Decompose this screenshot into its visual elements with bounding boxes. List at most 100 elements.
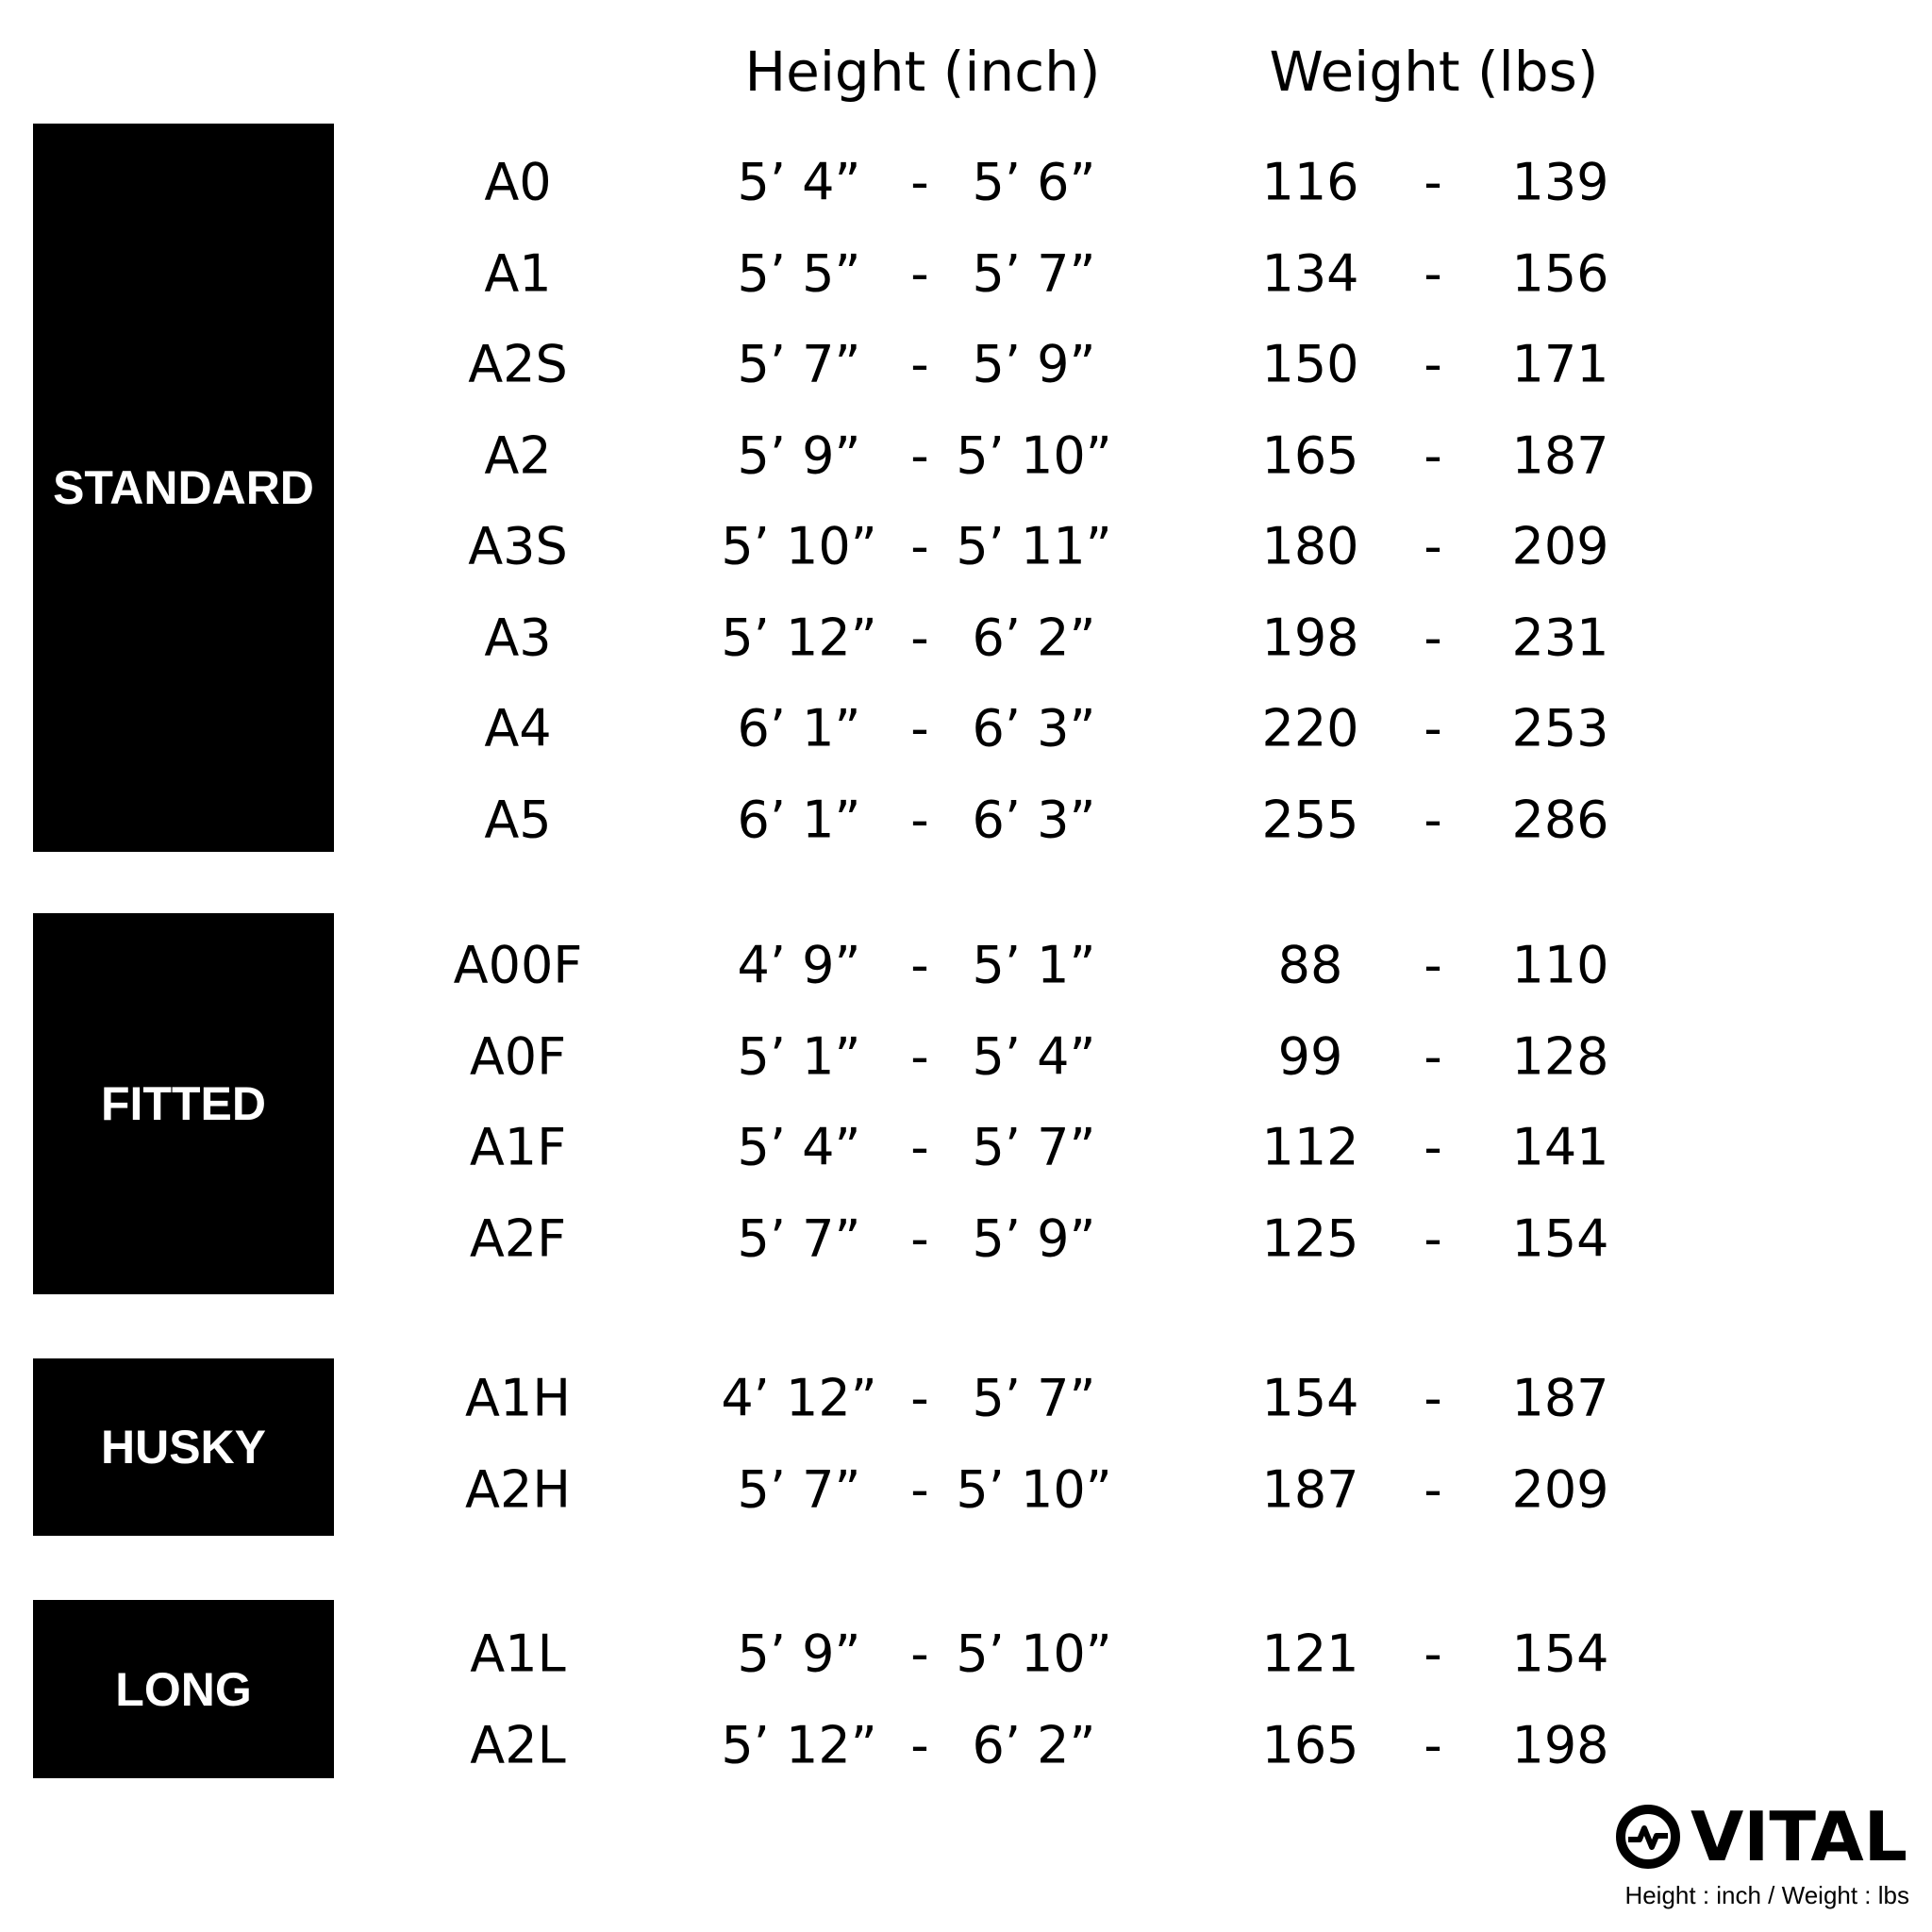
weight-min: 255: [1261, 790, 1359, 849]
dash: -: [1424, 1459, 1442, 1519]
height-min: 5’ 1”: [737, 1026, 861, 1086]
height-max: 5’ 9”: [972, 1208, 1096, 1268]
height-max: 5’ 7”: [972, 1368, 1096, 1428]
dash: -: [910, 1624, 929, 1684]
dash: -: [910, 1117, 929, 1177]
dash: -: [910, 1459, 929, 1519]
size: A2F: [469, 1208, 567, 1268]
dash: -: [1424, 1117, 1442, 1177]
weight-min: 180: [1261, 516, 1359, 576]
dash: -: [910, 935, 929, 995]
weight-max: 128: [1511, 1026, 1609, 1086]
dash: -: [910, 334, 929, 394]
weight-min: 150: [1261, 334, 1359, 394]
weight-min: 116: [1261, 152, 1359, 212]
height-min: 5’ 5”: [737, 243, 861, 303]
height-header: Height (inch): [744, 40, 1101, 104]
weight-header: Weight (lbs): [1269, 40, 1599, 104]
logo-icon: [1616, 1805, 1680, 1869]
group-label: LONG: [33, 1600, 334, 1778]
size: A2S: [468, 334, 568, 394]
height-min: 5’ 10”: [721, 516, 877, 576]
height-min: 5’ 12”: [721, 1715, 877, 1774]
size: A2: [484, 425, 552, 485]
height-min: 5’ 9”: [737, 1624, 861, 1684]
size: A0F: [469, 1026, 567, 1086]
dash: -: [910, 243, 929, 303]
height-min: 6’ 1”: [737, 698, 861, 758]
dash: -: [1424, 935, 1442, 995]
dash: -: [910, 152, 929, 212]
weight-min: 121: [1261, 1624, 1359, 1684]
dash: -: [910, 1368, 929, 1428]
size: A1L: [470, 1624, 566, 1684]
height-min: 5’ 9”: [737, 425, 861, 485]
weight-min: 165: [1261, 1715, 1359, 1774]
height-max: 5’ 11”: [956, 516, 1112, 576]
weight-min: 134: [1261, 243, 1359, 303]
height-max: 5’ 10”: [956, 1459, 1112, 1519]
height-max: 5’ 1”: [972, 935, 1096, 995]
height-min: 5’ 4”: [737, 152, 861, 212]
weight-min: 198: [1261, 608, 1359, 667]
height-max: 6’ 2”: [972, 1715, 1096, 1774]
dash: -: [1424, 1715, 1442, 1774]
dash: -: [1424, 516, 1442, 576]
size: A00F: [453, 935, 583, 995]
size: A3S: [468, 516, 568, 576]
height-max: 6’ 3”: [972, 698, 1096, 758]
weight-min: 112: [1261, 1117, 1359, 1177]
dash: -: [910, 608, 929, 667]
size: A2H: [465, 1459, 571, 1519]
height-max: 5’ 7”: [972, 243, 1096, 303]
height-max: 5’ 4”: [972, 1026, 1096, 1086]
height-max: 5’ 10”: [956, 425, 1112, 485]
height-max: 5’ 7”: [972, 1117, 1096, 1177]
dash: -: [1424, 608, 1442, 667]
dash: -: [1424, 1624, 1442, 1684]
weight-max: 154: [1511, 1624, 1609, 1684]
logo-text: VITAL: [1690, 1804, 1907, 1870]
weight-max: 110: [1511, 935, 1609, 995]
weight-max: 253: [1511, 698, 1609, 758]
size: A0: [484, 152, 552, 212]
dash: -: [910, 1026, 929, 1086]
dash: -: [1424, 790, 1442, 849]
height-max: 5’ 6”: [972, 152, 1096, 212]
dash: -: [910, 790, 929, 849]
footnote: Height : inch / Weight : lbs: [1624, 1881, 1909, 1909]
height-max: 5’ 9”: [972, 334, 1096, 394]
weight-max: 139: [1511, 152, 1609, 212]
weight-min: 165: [1261, 425, 1359, 485]
weight-max: 187: [1511, 425, 1609, 485]
size: A1F: [469, 1117, 567, 1177]
weight-max: 209: [1511, 516, 1609, 576]
weight-min: 125: [1261, 1208, 1359, 1268]
weight-max: 141: [1511, 1117, 1609, 1177]
weight-min: 187: [1261, 1459, 1359, 1519]
height-min: 5’ 7”: [737, 1208, 861, 1268]
height-min: 5’ 7”: [737, 1459, 861, 1519]
size: A1H: [465, 1368, 571, 1428]
weight-max: 154: [1511, 1208, 1609, 1268]
dash: -: [1424, 1368, 1442, 1428]
dash: -: [1424, 425, 1442, 485]
size: A1: [484, 243, 552, 303]
weight-max: 231: [1511, 608, 1609, 667]
dash: -: [1424, 698, 1442, 758]
height-max: 6’ 3”: [972, 790, 1096, 849]
dash: -: [1424, 243, 1442, 303]
height-max: 6’ 2”: [972, 608, 1096, 667]
weight-max: 286: [1511, 790, 1609, 849]
dash: -: [1424, 1026, 1442, 1086]
logo-pulse: [1628, 1825, 1668, 1850]
logo: VITAL: [1616, 1804, 1907, 1870]
size: A5: [484, 790, 552, 849]
height-min: 5’ 7”: [737, 334, 861, 394]
dash: -: [910, 1715, 929, 1774]
size: A2L: [470, 1715, 566, 1774]
weight-min: 99: [1277, 1026, 1343, 1086]
height-min: 4’ 9”: [737, 935, 861, 995]
weight-min: 220: [1261, 698, 1359, 758]
